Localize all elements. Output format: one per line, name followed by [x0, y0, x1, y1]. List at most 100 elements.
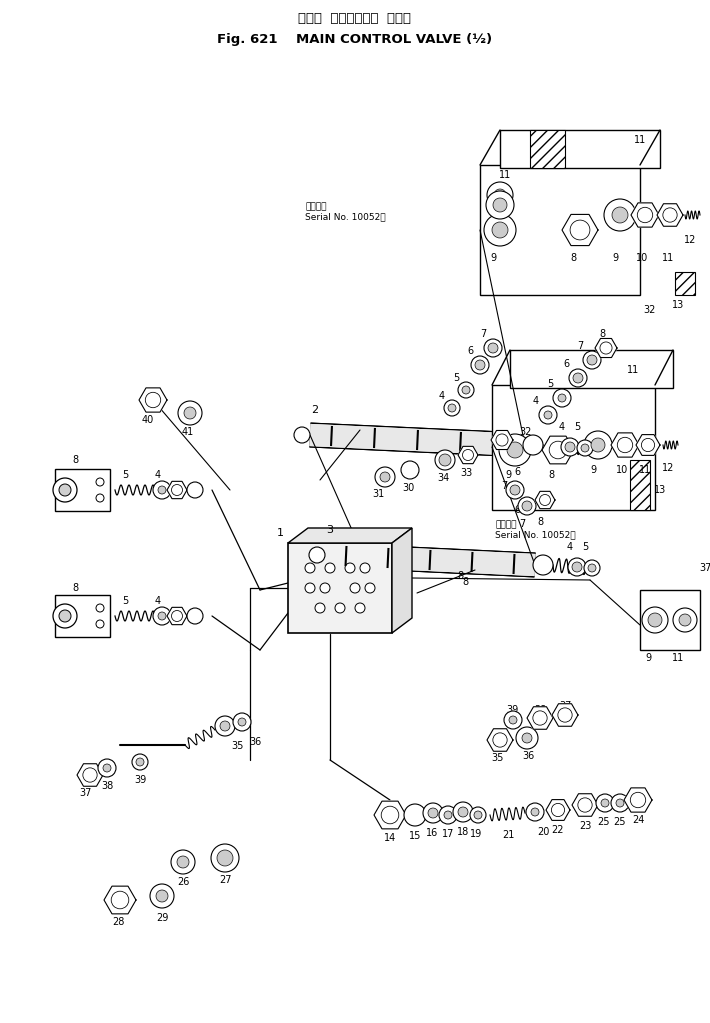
Polygon shape	[491, 431, 513, 449]
Text: 11: 11	[639, 465, 651, 475]
Circle shape	[617, 437, 633, 453]
Circle shape	[552, 803, 564, 816]
Circle shape	[171, 850, 195, 874]
Polygon shape	[288, 543, 392, 633]
Text: 33: 33	[460, 468, 472, 478]
Polygon shape	[535, 491, 555, 508]
Text: 8: 8	[599, 329, 605, 339]
Circle shape	[471, 356, 489, 374]
Polygon shape	[675, 272, 695, 295]
Text: 3: 3	[327, 525, 334, 535]
Text: 38: 38	[534, 705, 546, 715]
Text: 14: 14	[384, 833, 396, 843]
Text: 28: 28	[111, 917, 124, 927]
Circle shape	[565, 442, 575, 452]
Circle shape	[673, 608, 697, 632]
Polygon shape	[458, 446, 478, 463]
Circle shape	[238, 718, 246, 726]
Text: 25: 25	[598, 817, 611, 827]
Text: 4: 4	[439, 391, 445, 401]
Circle shape	[103, 764, 111, 772]
Circle shape	[98, 759, 116, 777]
Circle shape	[470, 807, 486, 822]
Circle shape	[596, 794, 614, 812]
Circle shape	[577, 440, 593, 456]
Polygon shape	[77, 764, 103, 787]
Circle shape	[539, 406, 557, 424]
Text: 32: 32	[519, 427, 531, 437]
Polygon shape	[487, 728, 513, 751]
Circle shape	[544, 411, 552, 419]
Circle shape	[484, 214, 516, 246]
Circle shape	[509, 716, 517, 724]
Circle shape	[439, 806, 457, 824]
Text: 5: 5	[547, 379, 553, 389]
Circle shape	[178, 401, 202, 425]
Circle shape	[111, 891, 129, 908]
Text: 9: 9	[612, 253, 618, 263]
Polygon shape	[572, 794, 598, 816]
Text: 18: 18	[457, 827, 469, 837]
Circle shape	[630, 792, 645, 808]
Text: 35: 35	[231, 741, 244, 751]
Text: 27: 27	[219, 875, 231, 885]
Circle shape	[172, 611, 182, 622]
Text: 7: 7	[577, 341, 583, 351]
Polygon shape	[552, 704, 578, 726]
Circle shape	[569, 369, 587, 387]
Text: 12: 12	[684, 235, 697, 244]
Text: 4: 4	[567, 542, 573, 552]
Polygon shape	[527, 707, 553, 729]
Polygon shape	[167, 482, 187, 498]
Circle shape	[638, 208, 652, 223]
Circle shape	[435, 450, 455, 470]
Circle shape	[487, 182, 513, 208]
Text: 13: 13	[654, 485, 666, 495]
Text: 13: 13	[672, 300, 684, 310]
Text: 15: 15	[409, 831, 421, 841]
Text: 8: 8	[72, 583, 78, 593]
Polygon shape	[542, 436, 574, 463]
Circle shape	[492, 222, 508, 238]
Polygon shape	[595, 339, 617, 357]
Circle shape	[591, 438, 605, 452]
Circle shape	[550, 441, 567, 458]
Text: 37: 37	[559, 701, 571, 711]
Text: 5: 5	[574, 422, 580, 432]
Polygon shape	[611, 433, 639, 457]
Circle shape	[604, 199, 636, 231]
Circle shape	[217, 850, 233, 866]
Circle shape	[570, 220, 590, 240]
Circle shape	[53, 478, 77, 502]
Polygon shape	[288, 528, 412, 543]
Circle shape	[453, 802, 473, 822]
Circle shape	[172, 485, 182, 495]
Text: 38: 38	[101, 781, 113, 791]
Text: 4: 4	[559, 422, 565, 432]
Circle shape	[59, 610, 71, 622]
Text: 適用号機
Serial No. 10052～: 適用号機 Serial No. 10052～	[495, 520, 576, 539]
Polygon shape	[530, 130, 565, 168]
Text: 10: 10	[616, 465, 628, 475]
Text: 5: 5	[122, 596, 128, 606]
Circle shape	[305, 563, 315, 573]
Polygon shape	[657, 204, 683, 226]
Text: 5: 5	[453, 373, 459, 383]
Text: 36: 36	[249, 737, 261, 747]
Circle shape	[96, 620, 104, 628]
Circle shape	[448, 404, 456, 412]
Circle shape	[320, 583, 330, 593]
Circle shape	[504, 711, 522, 729]
Circle shape	[360, 563, 370, 573]
Text: 29: 29	[155, 913, 168, 923]
Circle shape	[220, 721, 230, 731]
Circle shape	[663, 208, 677, 222]
Circle shape	[641, 439, 655, 451]
Text: 35: 35	[492, 753, 504, 763]
Circle shape	[177, 856, 189, 868]
Circle shape	[494, 189, 506, 201]
Circle shape	[516, 727, 538, 749]
Polygon shape	[139, 388, 167, 412]
Text: 39: 39	[506, 705, 518, 715]
Circle shape	[355, 603, 365, 613]
